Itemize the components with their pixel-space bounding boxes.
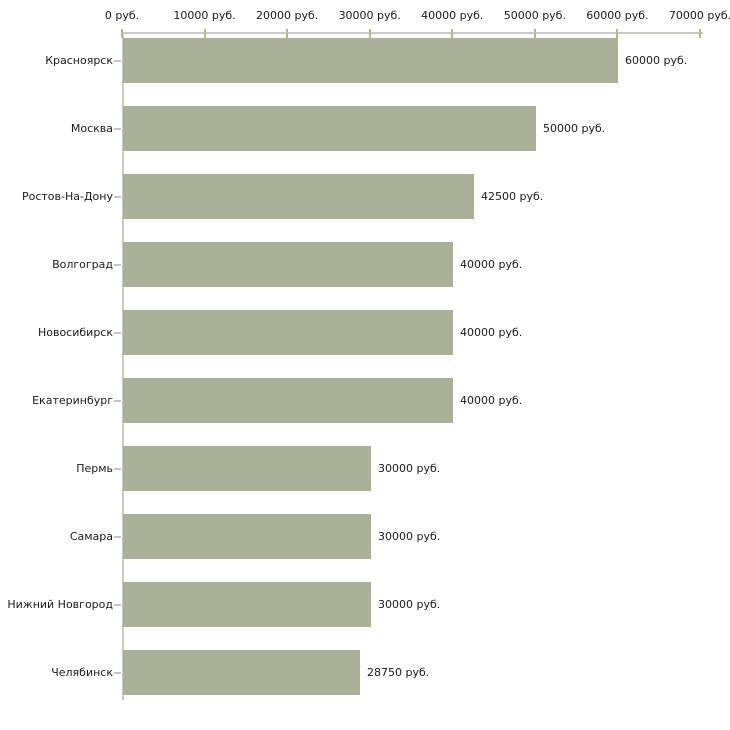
category-label: Екатеринбург	[32, 394, 113, 407]
category-label: Пермь	[76, 462, 113, 475]
x-axis-line	[122, 32, 703, 34]
category-label: Ростов-На-Дону	[21, 190, 113, 203]
category-tick	[114, 195, 121, 198]
value-label: 40000 руб.	[460, 394, 523, 407]
category-label: Самара	[69, 530, 113, 543]
category-tick	[114, 399, 121, 402]
bar	[123, 242, 453, 287]
x-axis-tick-label: 60000 руб.	[586, 9, 649, 22]
bar	[123, 38, 618, 83]
bar	[123, 106, 536, 151]
category-tick	[114, 263, 121, 266]
x-axis-tick-label: 70000 руб.	[668, 9, 730, 22]
value-label: 40000 руб.	[460, 326, 523, 339]
x-axis-tick	[451, 29, 454, 38]
x-axis-tick	[699, 29, 701, 38]
category-label: Новосибирск	[37, 326, 113, 339]
category-tick	[114, 59, 121, 62]
x-axis-tick-label: 20000 руб.	[256, 9, 319, 22]
x-axis-tick-label: 50000 руб.	[503, 9, 566, 22]
x-axis-tick	[121, 29, 123, 38]
x-axis-tick	[203, 29, 206, 38]
category-tick	[114, 331, 121, 334]
value-label: 40000 руб.	[460, 258, 523, 271]
x-axis-tick-label: 40000 руб.	[421, 9, 484, 22]
x-axis-tick-label: 30000 руб.	[338, 9, 401, 22]
category-tick	[114, 535, 121, 538]
bar	[123, 514, 371, 559]
category-label: Волгоград	[52, 258, 113, 271]
value-label: 60000 руб.	[625, 54, 688, 67]
category-tick	[114, 671, 121, 674]
category-tick	[114, 603, 121, 606]
bar	[123, 650, 360, 695]
bar	[123, 446, 371, 491]
category-tick	[114, 467, 121, 470]
bar	[123, 378, 453, 423]
category-label: Челябинск	[51, 666, 113, 679]
category-label: Москва	[70, 122, 113, 135]
x-axis-tick-label: 0 руб.	[104, 9, 140, 22]
value-label: 42500 руб.	[481, 190, 544, 203]
value-label: 30000 руб.	[378, 598, 441, 611]
value-label: 30000 руб.	[378, 462, 441, 475]
x-axis-tick	[286, 29, 289, 38]
value-label: 28750 руб.	[367, 666, 430, 679]
y-axis-line	[122, 32, 124, 700]
x-axis-tick-label: 10000 руб.	[173, 9, 236, 22]
value-label: 30000 руб.	[378, 530, 441, 543]
value-label: 50000 руб.	[543, 122, 606, 135]
x-axis-tick	[533, 29, 536, 38]
bar	[123, 174, 474, 219]
category-label: Нижний Новгород	[7, 598, 113, 611]
x-axis-tick	[616, 29, 619, 38]
x-axis-tick	[368, 29, 371, 38]
category-tick	[114, 127, 121, 130]
category-label: Красноярск	[45, 54, 113, 67]
bar	[123, 582, 371, 627]
bar	[123, 310, 453, 355]
